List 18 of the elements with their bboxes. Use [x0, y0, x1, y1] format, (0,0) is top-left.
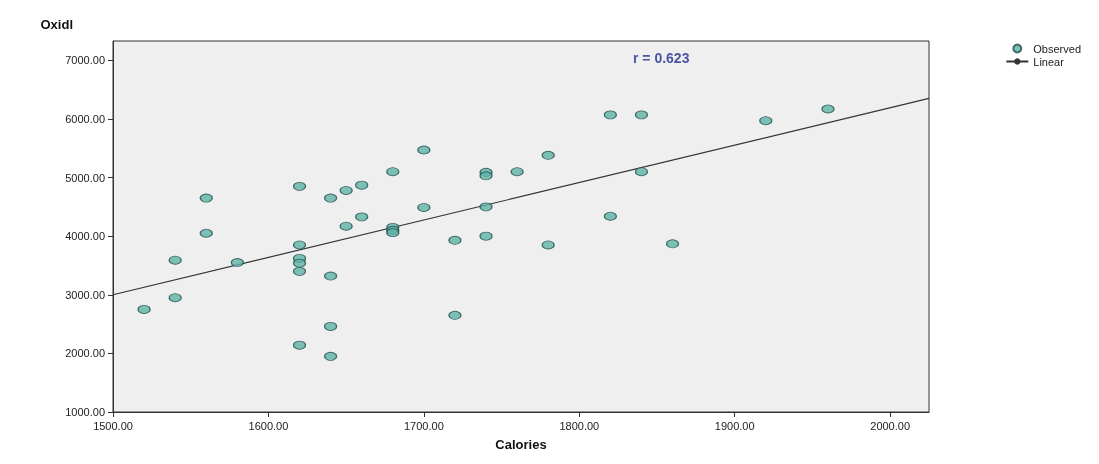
x-tick-label: 1900.00	[714, 419, 755, 432]
annotation: r = 0.623	[633, 50, 690, 66]
y-tick-label: 1000.00	[65, 406, 105, 418]
y-tick-label: 3000.00	[65, 288, 105, 301]
x-tick-label: 1500.00	[93, 419, 133, 432]
y-tick-label: 5000.00	[65, 171, 105, 184]
y-tick-label: 7000.00	[65, 54, 105, 67]
y-axis-title: Oxidl	[40, 17, 73, 32]
x-tick-label: 1600.00	[248, 419, 289, 432]
x-axis-title: Calories	[495, 437, 547, 452]
y-tick-label: 6000.00	[65, 112, 105, 125]
x-tick-label: 1800.00	[559, 419, 600, 432]
y-tick-label: 2000.00	[65, 347, 105, 360]
x-tick-label: 1700.00	[403, 419, 444, 432]
x-tick-label: 2000.00	[870, 419, 911, 432]
legend-label: Linear	[1033, 55, 1065, 68]
y-tick-label: 4000.00	[65, 230, 105, 243]
legend-label: Observed	[1033, 42, 1082, 55]
